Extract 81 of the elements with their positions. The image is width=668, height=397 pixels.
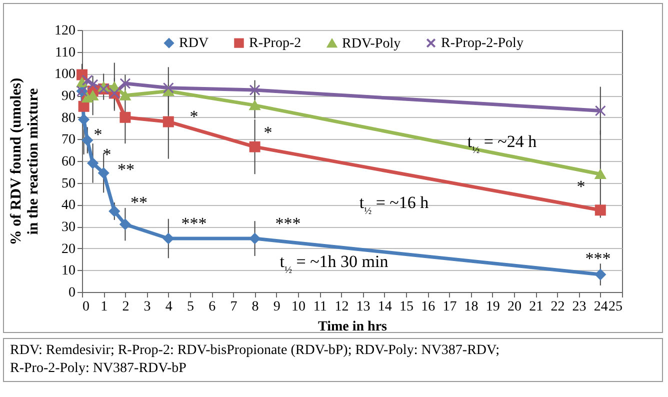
x-tick-label: 15 (400, 300, 414, 314)
point (594, 169, 606, 179)
point (162, 82, 174, 94)
point (594, 269, 606, 280)
point (120, 78, 131, 89)
x-tick-label: 13 (356, 300, 370, 314)
x-tick-label: 1 (100, 300, 108, 314)
x-tick-label: 12 (334, 300, 349, 314)
y-tick-label: 70 (62, 132, 76, 148)
point (82, 74, 93, 86)
x-tick-label: 8 (252, 300, 259, 314)
y-tick-label: 120 (54, 24, 76, 38)
x-tick-label: 22 (550, 300, 565, 314)
y-tick-label: 90 (62, 89, 76, 104)
point (82, 134, 93, 146)
legend-label: RDV (179, 36, 209, 52)
point (120, 90, 131, 100)
annotation: ** (118, 160, 134, 179)
x-tick-label: 24 (594, 300, 608, 314)
y-tick-label: 80 (62, 110, 76, 126)
x-tick-label: 21 (529, 300, 544, 314)
x-tick-label: 2 (122, 300, 130, 314)
y-tick-label: 30 (62, 220, 76, 235)
annotation: ** (130, 193, 148, 212)
annotation: t$_{½}$ = ~1h 30 min (280, 252, 389, 276)
x-tick-label: 17 (442, 300, 457, 314)
point (78, 100, 90, 112)
y-tick-label: 110 (55, 45, 76, 60)
point (162, 233, 174, 244)
point (98, 168, 110, 178)
point (78, 114, 90, 126)
x-tick-label: 4 (165, 300, 172, 314)
x-tick-label: 19 (486, 300, 500, 314)
legend-label: R-Prop-2-Poly (441, 36, 524, 52)
point (249, 141, 260, 152)
annotation: *** (585, 249, 611, 268)
y-tick-label: 60 (62, 154, 76, 170)
x-tick-label: 14 (378, 300, 392, 314)
annotation: t$_{½}$ = ~16 h (359, 193, 430, 216)
x-tick-label: 23 (572, 300, 586, 314)
x-tick-label: 7 (230, 300, 238, 314)
annotation: * (576, 177, 586, 196)
annotation: *** (275, 214, 301, 233)
x-tick-label: 0 (82, 300, 90, 314)
point (87, 79, 98, 90)
legend-label: RDV-Poly (342, 36, 401, 52)
x-tick-label: 9 (273, 300, 280, 314)
text: RDV: Remdesivir; R-Prop-2: RDV-bisPropionate (RDV-bP); RDV-Poly: NV387-RDV; R-Pro-2-Poly: NV387-RDV-bP (3, 338, 663, 382)
annotation: * (102, 145, 112, 164)
x-tick-label: 3 (144, 300, 151, 314)
point (108, 206, 120, 217)
y-tick-label: 100 (54, 67, 76, 82)
annotation: *** (181, 214, 207, 233)
x-tick-label: 6 (208, 300, 216, 314)
point (120, 112, 131, 123)
point (249, 100, 260, 110)
x-axis-title: Time in hrs (318, 320, 388, 334)
point (594, 105, 606, 116)
annotation: * (264, 123, 272, 142)
y-tick-label: 0 (68, 286, 76, 300)
point (249, 233, 260, 244)
y-axis-title: % of RDV found (umoles) in the reaction mixture (8, 78, 42, 246)
point (249, 84, 260, 96)
x-tick-label: 18 (464, 300, 478, 314)
annotation: * (190, 107, 198, 126)
x-tick-label: 10 (292, 300, 306, 314)
y-tick-label: 40 (62, 198, 76, 214)
y-tick-label: 10 (62, 264, 76, 279)
x-tick-label: 20 (508, 300, 522, 314)
annotation: * (94, 125, 102, 144)
point (594, 204, 606, 216)
x-tick-label: 16 (421, 300, 436, 314)
x-tick-label: 25 (608, 300, 622, 314)
point (87, 158, 98, 169)
point (162, 116, 174, 128)
legend-label: R-Prop-2 (249, 36, 302, 52)
x-tick-label: 5 (187, 300, 194, 314)
y-tick-label: 50 (62, 176, 76, 192)
x-tick-label: 11 (313, 300, 327, 314)
y-tick-label: 20 (62, 242, 76, 257)
point (120, 218, 131, 230)
